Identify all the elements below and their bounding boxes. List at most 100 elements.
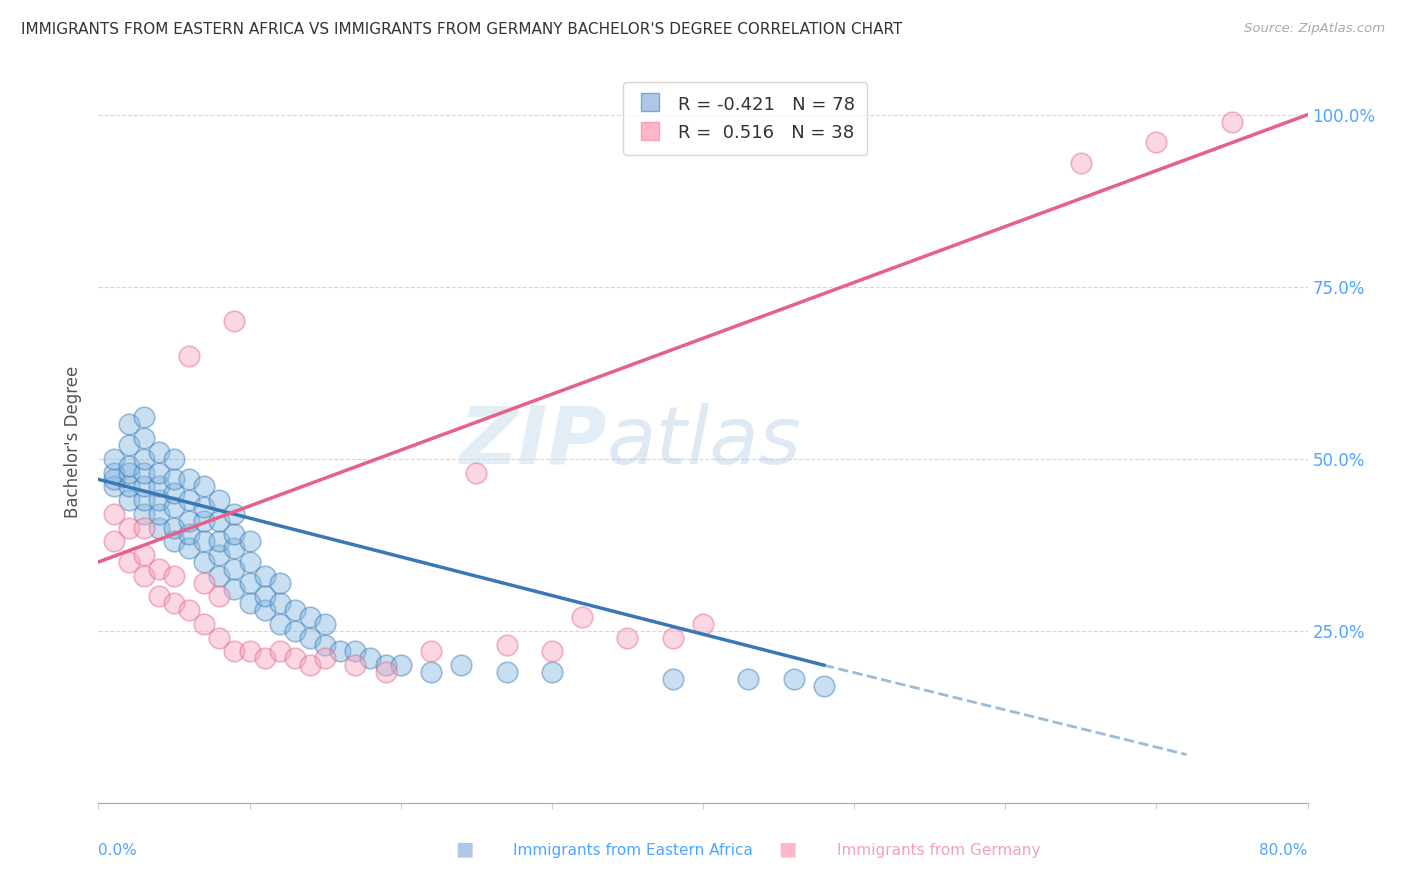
Point: [163, 520, 186, 534]
Point: [495, 638, 517, 652]
Point: [253, 568, 276, 582]
Text: 80.0%: 80.0%: [1260, 843, 1308, 857]
Point: [132, 507, 155, 521]
Point: [193, 555, 215, 569]
Point: [360, 651, 382, 665]
Point: [148, 507, 170, 521]
Point: [118, 438, 141, 452]
Point: [616, 631, 638, 645]
Point: [344, 658, 367, 673]
Point: [118, 458, 141, 473]
Point: [783, 672, 806, 686]
Point: [314, 616, 336, 631]
Point: [132, 451, 155, 466]
Point: [344, 644, 367, 658]
Point: [179, 603, 201, 617]
Point: [132, 479, 155, 493]
Point: [148, 562, 170, 576]
Point: [224, 527, 246, 541]
Point: [118, 555, 141, 569]
Point: [103, 466, 125, 480]
Point: [193, 500, 215, 514]
Point: [118, 417, 141, 432]
Text: Immigrants from Germany: Immigrants from Germany: [837, 843, 1040, 858]
Point: [239, 555, 262, 569]
Point: [269, 644, 291, 658]
Point: [540, 644, 562, 658]
Point: [314, 651, 336, 665]
Point: [314, 638, 336, 652]
Point: [208, 534, 231, 549]
Point: [450, 658, 472, 673]
Point: [495, 665, 517, 679]
Point: [179, 472, 201, 486]
Point: [269, 575, 291, 590]
Point: [132, 466, 155, 480]
Point: [132, 520, 155, 534]
Point: [374, 665, 396, 679]
Point: [208, 631, 231, 645]
Point: [692, 616, 714, 631]
Point: [299, 610, 322, 624]
Point: [179, 493, 201, 508]
Point: [118, 479, 141, 493]
Text: ■: ■: [778, 839, 797, 858]
Point: [299, 658, 322, 673]
Point: [224, 541, 246, 556]
Point: [284, 651, 307, 665]
Text: ■: ■: [454, 839, 474, 858]
Point: [661, 631, 683, 645]
Point: [163, 451, 186, 466]
Point: [163, 500, 186, 514]
Point: [132, 568, 155, 582]
Point: [148, 445, 170, 459]
Point: [224, 562, 246, 576]
Point: [132, 493, 155, 508]
Point: [661, 672, 683, 686]
Point: [571, 610, 593, 624]
Point: [148, 520, 170, 534]
Point: [148, 479, 170, 493]
Point: [208, 590, 231, 604]
Point: [118, 466, 141, 480]
Point: [813, 679, 835, 693]
Text: IMMIGRANTS FROM EASTERN AFRICA VS IMMIGRANTS FROM GERMANY BACHELOR'S DEGREE CORR: IMMIGRANTS FROM EASTERN AFRICA VS IMMIGR…: [21, 22, 903, 37]
Point: [208, 493, 231, 508]
Point: [118, 493, 141, 508]
Point: [103, 472, 125, 486]
Y-axis label: Bachelor's Degree: Bachelor's Degree: [65, 366, 83, 517]
Point: [193, 479, 215, 493]
Point: [269, 616, 291, 631]
Legend: R = -0.421   N = 78, R =  0.516   N = 38: R = -0.421 N = 78, R = 0.516 N = 38: [623, 82, 868, 155]
Point: [148, 590, 170, 604]
Point: [132, 410, 155, 425]
Point: [329, 644, 352, 658]
Point: [179, 527, 201, 541]
Point: [208, 548, 231, 562]
Point: [163, 596, 186, 610]
Point: [1220, 114, 1243, 128]
Point: [103, 507, 125, 521]
Point: [208, 568, 231, 582]
Point: [224, 582, 246, 597]
Point: [239, 644, 262, 658]
Point: [269, 596, 291, 610]
Text: ZIP: ZIP: [458, 402, 606, 481]
Point: [103, 451, 125, 466]
Point: [224, 644, 246, 658]
Text: Source: ZipAtlas.com: Source: ZipAtlas.com: [1244, 22, 1385, 36]
Point: [179, 514, 201, 528]
Point: [420, 665, 443, 679]
Point: [118, 520, 141, 534]
Point: [284, 603, 307, 617]
Point: [224, 507, 246, 521]
Point: [239, 596, 262, 610]
Point: [132, 431, 155, 445]
Point: [193, 616, 215, 631]
Point: [253, 590, 276, 604]
Point: [193, 575, 215, 590]
Point: [103, 534, 125, 549]
Text: Immigrants from Eastern Africa: Immigrants from Eastern Africa: [513, 843, 754, 858]
Point: [239, 575, 262, 590]
Point: [253, 651, 276, 665]
